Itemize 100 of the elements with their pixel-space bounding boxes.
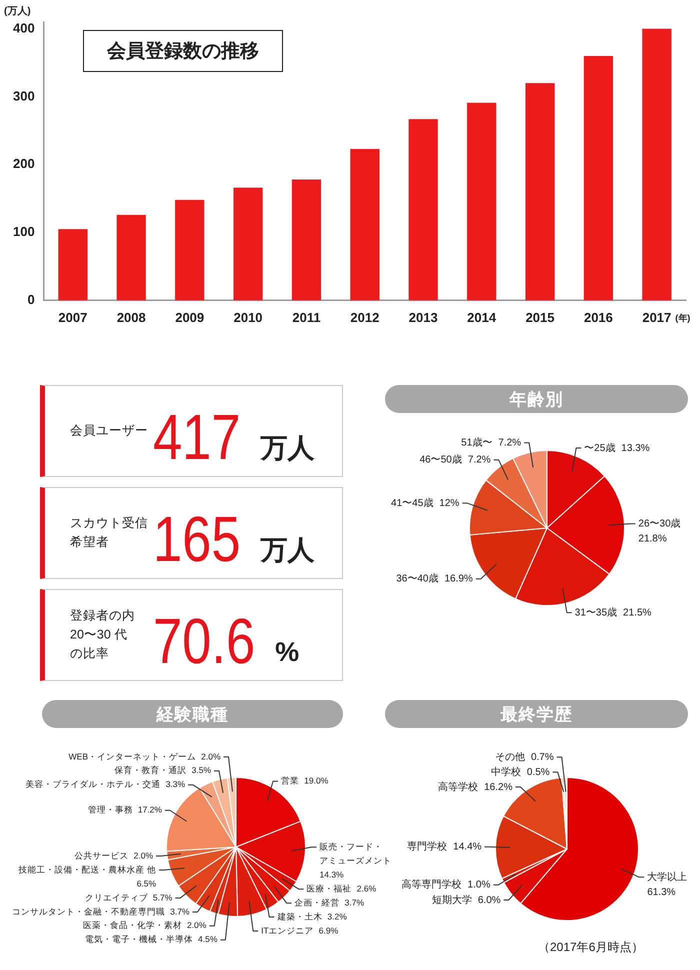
bar xyxy=(584,56,614,300)
x-tick-label: 2012 xyxy=(350,310,380,325)
slice-label: 美容・ブライダル・ホテル・交通 xyxy=(26,779,161,790)
data-label: 3.7% xyxy=(344,897,364,908)
slice-label: 41〜45歳 xyxy=(391,496,434,509)
slice-label: コンサルタント・金融・不動産専門職 xyxy=(12,906,166,916)
slice-label: 51歳〜 xyxy=(461,436,492,448)
text: 20〜30 代 xyxy=(70,626,128,644)
y-tick-label: 300 xyxy=(12,88,35,104)
text: 会員ユーザー xyxy=(70,422,148,440)
data-label: 16.2% xyxy=(484,782,513,793)
slice-label: 46〜50歳 xyxy=(420,454,462,466)
text: % xyxy=(275,636,300,666)
x-tick-label: 2009 xyxy=(175,310,204,325)
text: 70.6 xyxy=(153,604,256,676)
data-label: 12% xyxy=(439,498,460,509)
slice-label: その他 xyxy=(494,750,525,763)
chart-title: 最終学歴 xyxy=(500,704,572,726)
text: 会員登録数の推移 xyxy=(107,40,259,64)
slice-label: 公共サービス xyxy=(74,850,129,860)
bar xyxy=(467,102,496,300)
data-label: 6.0% xyxy=(478,894,501,906)
data-label: 4.5% xyxy=(198,934,218,944)
bar xyxy=(525,83,555,300)
text: 登録者の内 xyxy=(70,608,135,624)
data-label: 3.5% xyxy=(192,765,212,776)
slice-label: 医薬・食品・化学・素材 xyxy=(82,920,182,930)
y-tick-label: 200 xyxy=(12,156,35,172)
data-label: 0.7% xyxy=(530,752,554,763)
bar xyxy=(408,119,438,300)
data-label: 5.7% xyxy=(152,892,173,902)
data-label: 3.3% xyxy=(166,779,186,790)
x-tick-label: 2007 xyxy=(58,310,88,325)
data-label: 16.9% xyxy=(444,574,473,585)
data-label: 21.5% xyxy=(623,607,652,618)
slice-label: 26〜30歳 xyxy=(638,517,681,530)
slice-label: 〜25歳 xyxy=(584,442,616,454)
x-axis-title: (年) xyxy=(675,312,690,323)
x-tick-label: 2015 xyxy=(526,310,554,325)
slice-label: 中学校 xyxy=(490,766,521,778)
x-tick-label: 2017 xyxy=(642,310,672,325)
text: 165 xyxy=(153,502,241,574)
slice-label: 企画・経営 xyxy=(294,897,340,908)
data-label: 21.8% xyxy=(638,533,667,544)
bar xyxy=(292,180,322,300)
data-label: 0.5% xyxy=(526,766,550,778)
slice-label: ITエンジニア xyxy=(261,925,314,936)
text: （2017年6月時点） xyxy=(538,939,644,956)
slice-label: 31〜35歳 xyxy=(574,606,618,618)
x-tick-label: 2014 xyxy=(467,310,497,325)
slice-label: クリエイティブ xyxy=(84,892,149,902)
text: スカウト受信 xyxy=(70,515,148,532)
data-label: 2.0% xyxy=(134,850,154,860)
text: 希望者 xyxy=(70,534,109,551)
bar xyxy=(175,200,204,300)
y-tick-label: 0 xyxy=(27,292,35,307)
data-label: 13.3% xyxy=(621,442,650,454)
slice-label: 医療・福祉 xyxy=(306,883,352,894)
text: の比率 xyxy=(70,646,109,662)
bar xyxy=(350,148,380,300)
text: 万人 xyxy=(260,432,315,462)
data-label: 2.6% xyxy=(356,883,377,894)
data-label: 19.0% xyxy=(304,776,329,786)
data-label: 2.0% xyxy=(201,751,221,762)
slice-label: 専門学校 xyxy=(407,840,448,853)
chart-title: 経験職種 xyxy=(156,704,228,726)
chart-title: 年齢別 xyxy=(510,388,564,410)
data-label: 14.4% xyxy=(453,842,482,853)
data-label: 3.7% xyxy=(170,906,190,916)
data-label: 61.3% xyxy=(647,886,676,898)
data-label: 7.2% xyxy=(498,437,522,448)
data-label: 1.0% xyxy=(468,880,490,891)
y-tick-label: 100 xyxy=(12,224,35,240)
bar xyxy=(58,229,88,300)
slice-label: 技能工・設備・配送・農林水産 他 xyxy=(18,864,156,874)
slice-label: 管理・事務 xyxy=(88,804,133,815)
x-tick-label: 2016 xyxy=(584,310,613,325)
data-label: 7.2% xyxy=(468,454,491,466)
slice-label: 高等専門学校 xyxy=(402,878,462,891)
data-label: 3.2% xyxy=(327,911,348,922)
data-label: 6.5% xyxy=(136,878,157,888)
slice-label: WEB・インターネット・ゲーム xyxy=(68,751,196,762)
x-tick-label: 2013 xyxy=(408,310,438,325)
bar xyxy=(642,28,672,300)
slice-label: 高等学校 xyxy=(438,780,478,793)
slice-label: 36〜40歳 xyxy=(396,572,438,585)
slice-label: 営業 xyxy=(281,776,300,786)
slice-label: 短期大学 xyxy=(432,894,472,906)
data-label: 17.2% xyxy=(138,804,162,815)
x-tick-label: 2011 xyxy=(292,310,321,325)
data-label: 14.3% xyxy=(320,869,344,880)
slice-label: 保育・教育・通訳 xyxy=(114,765,187,776)
x-tick-label: 2008 xyxy=(116,310,146,325)
y-tick-label: 400 xyxy=(12,20,35,36)
bar xyxy=(233,188,263,300)
x-tick-label: 2010 xyxy=(234,310,263,325)
slice-label: 販売・フード・アミューズメント xyxy=(320,841,392,866)
bar xyxy=(116,214,146,300)
slice-label: 大学以上 xyxy=(647,870,688,883)
data-label: 6.9% xyxy=(318,925,339,936)
